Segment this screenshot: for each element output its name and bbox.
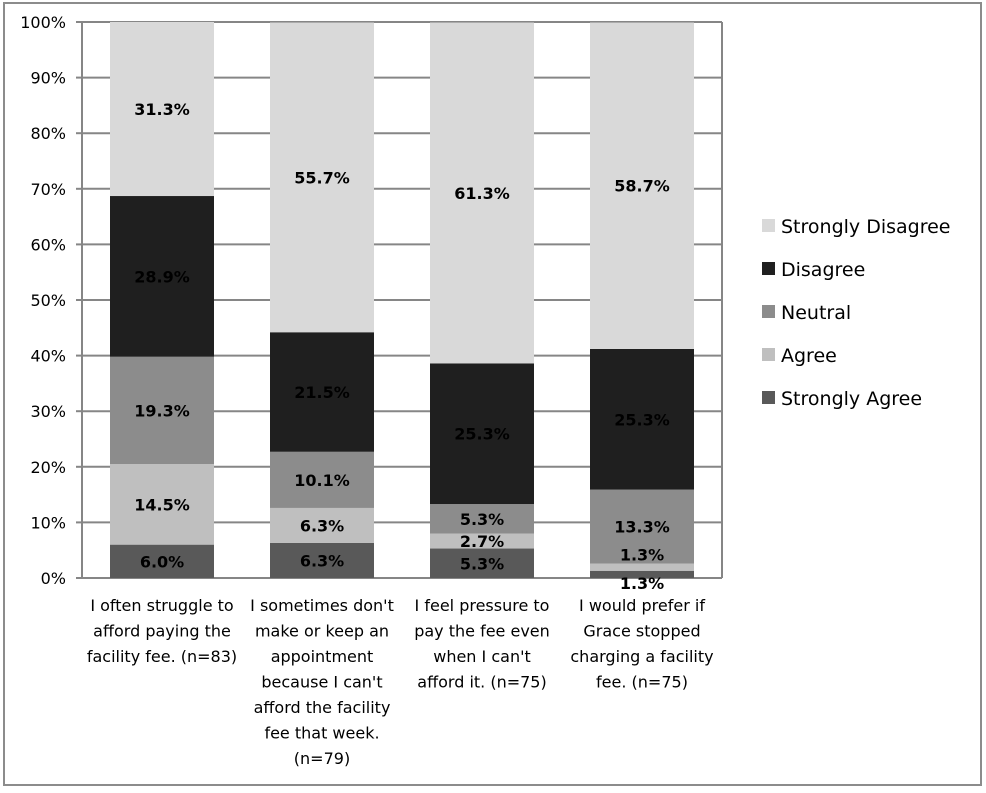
bar-segment-disagree [110, 196, 214, 357]
legend-swatch [762, 305, 775, 318]
y-axis: 0% 10% 20% 30% 40% 50% 60% 70% 80% 90% 100% [20, 13, 723, 588]
legend-swatch [762, 348, 775, 361]
data-label: 6.3% [300, 551, 344, 570]
y-tick-label: 70% [30, 180, 66, 199]
y-tick-label: 80% [30, 124, 66, 143]
bar-segment-agree [270, 507, 374, 543]
data-label: 6.0% [140, 552, 184, 571]
category-label: I often struggle to afford paying the faci… [87, 596, 237, 666]
data-label: 5.3% [460, 510, 504, 529]
bar-segment-disagree [590, 348, 694, 490]
data-labels: 6.0% 14.5% 19.3% 28.9% 31.3% 6.3% 6.3% 10.1% 21.… [134, 100, 670, 593]
legend-label: Disagree [781, 259, 865, 281]
data-label: 1.3% [620, 546, 664, 565]
bar-segment-disagree [430, 363, 534, 505]
y-tick-label: 40% [30, 347, 66, 366]
bar-segment-neutral [430, 504, 534, 534]
legend-label: Neutral [781, 302, 851, 324]
bar-segment-strongly-disagree [110, 22, 214, 197]
bar-segment-strongly-agree [110, 544, 214, 578]
bar-segment-strongly-agree [590, 570, 694, 578]
legend-label: Strongly Agree [781, 388, 922, 410]
y-tick-label: 10% [30, 513, 66, 532]
y-tick-label: 20% [30, 458, 66, 477]
category-label: I sometimes don't make or keep an appointm… [250, 596, 394, 768]
data-label: 10.1% [294, 471, 350, 490]
bar-segment-neutral [110, 356, 214, 465]
bar-segment-strongly-agree [430, 548, 534, 578]
bar-segment-strongly-agree [270, 542, 374, 578]
bar-segment-disagree [270, 332, 374, 452]
bar-segment-neutral [590, 489, 694, 564]
data-label: 61.3% [454, 184, 510, 203]
y-tick-label: 30% [30, 402, 66, 421]
legend: Strongly Disagree Disagree Neutral Agree Str… [762, 216, 950, 410]
data-label: 5.3% [460, 554, 504, 573]
legend-label: Strongly Disagree [781, 216, 950, 238]
bar-segment-neutral [270, 451, 374, 508]
bar-segment-strongly-disagree [270, 22, 374, 333]
legend-swatch [762, 262, 775, 275]
y-tick-label: 90% [30, 69, 66, 88]
y-tick-label: 60% [30, 235, 66, 254]
category-label: I feel pressure to pay the fee even when I… [414, 596, 550, 692]
bar-segment-agree [110, 464, 214, 545]
data-label: 2.7% [460, 532, 504, 551]
data-label: 25.3% [454, 425, 510, 444]
legend-label: Agree [781, 345, 837, 367]
data-label: 25.3% [614, 410, 670, 429]
data-label: 28.9% [134, 267, 190, 286]
bar-segment-agree [430, 533, 534, 549]
category-label: I would prefer if Grace stopped charging a… [570, 596, 713, 692]
data-label: 1.3% [620, 574, 664, 593]
bars [110, 22, 694, 578]
data-label: 21.5% [294, 383, 350, 402]
bar-segment-strongly-disagree [590, 22, 694, 349]
data-label: 19.3% [134, 401, 190, 420]
data-label: 14.5% [134, 495, 190, 514]
y-tick-label: 50% [30, 291, 66, 310]
y-tick-label: 0% [41, 569, 66, 588]
category-labels: I often struggle to afford paying the faci… [87, 596, 714, 768]
legend-swatch [762, 391, 775, 404]
bar-segment-strongly-disagree [430, 22, 534, 364]
bar-segment-agree [590, 563, 694, 571]
data-label: 55.7% [294, 168, 350, 187]
y-tick-label: 100% [20, 13, 66, 32]
data-label: 58.7% [614, 177, 670, 196]
data-label: 13.3% [614, 518, 670, 537]
data-label: 31.3% [134, 100, 190, 119]
data-label: 6.3% [300, 516, 344, 535]
legend-swatch [762, 219, 775, 232]
